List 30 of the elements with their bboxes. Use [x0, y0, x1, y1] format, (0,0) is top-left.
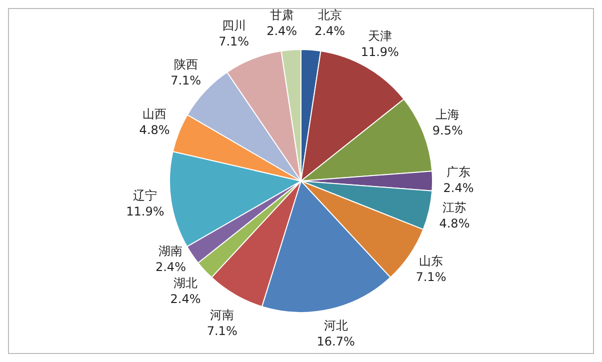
data-label: 7.1% — [218, 34, 250, 49]
slice-label: 广东 — [446, 165, 470, 180]
data-label: 9.5% — [432, 124, 463, 138]
slice-label: 河北 — [324, 318, 348, 333]
slice-label: 辽宁 — [133, 188, 158, 202]
slice-label: 河南 — [210, 308, 234, 322]
data-label: 7.1% — [170, 74, 202, 88]
data-label: 2.4% — [170, 292, 201, 306]
slice-label: 山东 — [418, 254, 443, 268]
slice-label: 北京 — [318, 8, 342, 22]
slice-label: 湖北 — [174, 276, 198, 290]
data-label: 16.7% — [316, 334, 355, 349]
data-label: 11.9% — [126, 204, 164, 218]
slice-label: 四川 — [222, 18, 246, 33]
data-label: 11.9% — [360, 44, 399, 59]
data-label: 7.1% — [206, 324, 238, 338]
slice-label: 天津 — [368, 28, 392, 43]
slice-label: 陕西 — [174, 58, 198, 72]
data-label: 7.1% — [416, 270, 446, 284]
data-label: 2.4% — [155, 260, 186, 274]
slice-label: 甘肃 — [270, 8, 294, 22]
data-label: 2.4% — [314, 24, 346, 38]
slice-label: 山西 — [142, 107, 167, 122]
slice-label: 上海 — [436, 108, 460, 122]
slice-label: 湖南 — [158, 244, 183, 258]
data-label: 2.4% — [266, 24, 298, 38]
slice-label: 江苏 — [442, 200, 466, 214]
data-label: 4.8% — [139, 123, 170, 138]
data-label: 4.8% — [439, 216, 470, 230]
data-label: 2.4% — [443, 181, 474, 196]
